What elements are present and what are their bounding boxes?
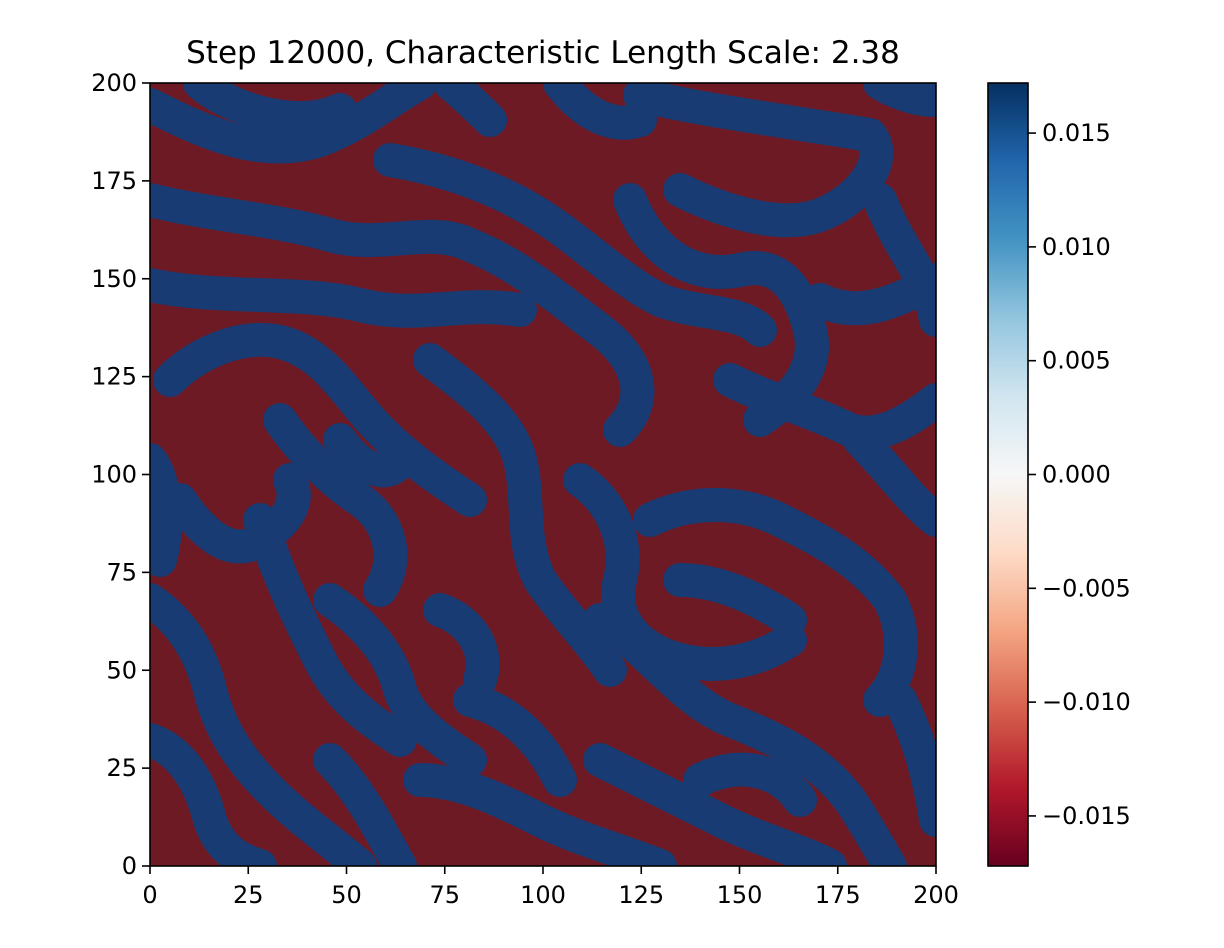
x-tick-label: 200	[913, 881, 959, 909]
y-tick-label: 0	[122, 852, 137, 880]
colorbar-ticks: 0.015 0.010 0.005 0.000 −0.005 −0.010 −0.015	[1028, 119, 1131, 830]
colorbar-tick-label: 0.010	[1042, 233, 1111, 261]
y-tick-label: 50	[106, 656, 137, 684]
y-tick-label: 75	[106, 558, 137, 586]
colorbar-gradient	[987, 82, 1029, 867]
x-tick-label: 150	[717, 881, 763, 909]
colorbar-tick-label: 0.015	[1042, 119, 1111, 147]
colorbar-tick-label: −0.005	[1042, 574, 1131, 602]
colorbar-tick-label: −0.010	[1042, 688, 1131, 716]
colorbar-tick-label: −0.015	[1042, 802, 1131, 830]
x-tick-label: 175	[815, 881, 861, 909]
y-tick-label: 100	[91, 461, 137, 489]
x-tick-label: 0	[142, 881, 157, 909]
x-tick-label: 100	[520, 881, 566, 909]
chart-title: Step 12000, Characteristic Length Scale:…	[186, 35, 900, 71]
heatmap	[150, 83, 936, 866]
x-tick-label: 125	[618, 881, 664, 909]
x-axis: 0 25 50 75 100 125 150 175 200	[142, 866, 959, 909]
x-tick-label: 75	[429, 881, 460, 909]
y-tick-label: 175	[91, 167, 137, 195]
y-tick-label: 150	[91, 265, 137, 293]
colorbar-tick-label: 0.000	[1042, 461, 1111, 489]
x-tick-label: 50	[331, 881, 362, 909]
x-tick-label: 25	[233, 881, 264, 909]
y-tick-label: 25	[106, 754, 137, 782]
y-tick-label: 200	[91, 69, 137, 97]
y-tick-label: 125	[91, 363, 137, 391]
colorbar: 0.015 0.010 0.005 0.000 −0.005 −0.010 −0.015	[987, 82, 1131, 867]
heatmap-blue-phase	[150, 83, 936, 866]
colorbar-tick-label: 0.005	[1042, 347, 1111, 375]
y-axis: 0 25 50 75 100 125 150 175 200	[91, 69, 150, 880]
